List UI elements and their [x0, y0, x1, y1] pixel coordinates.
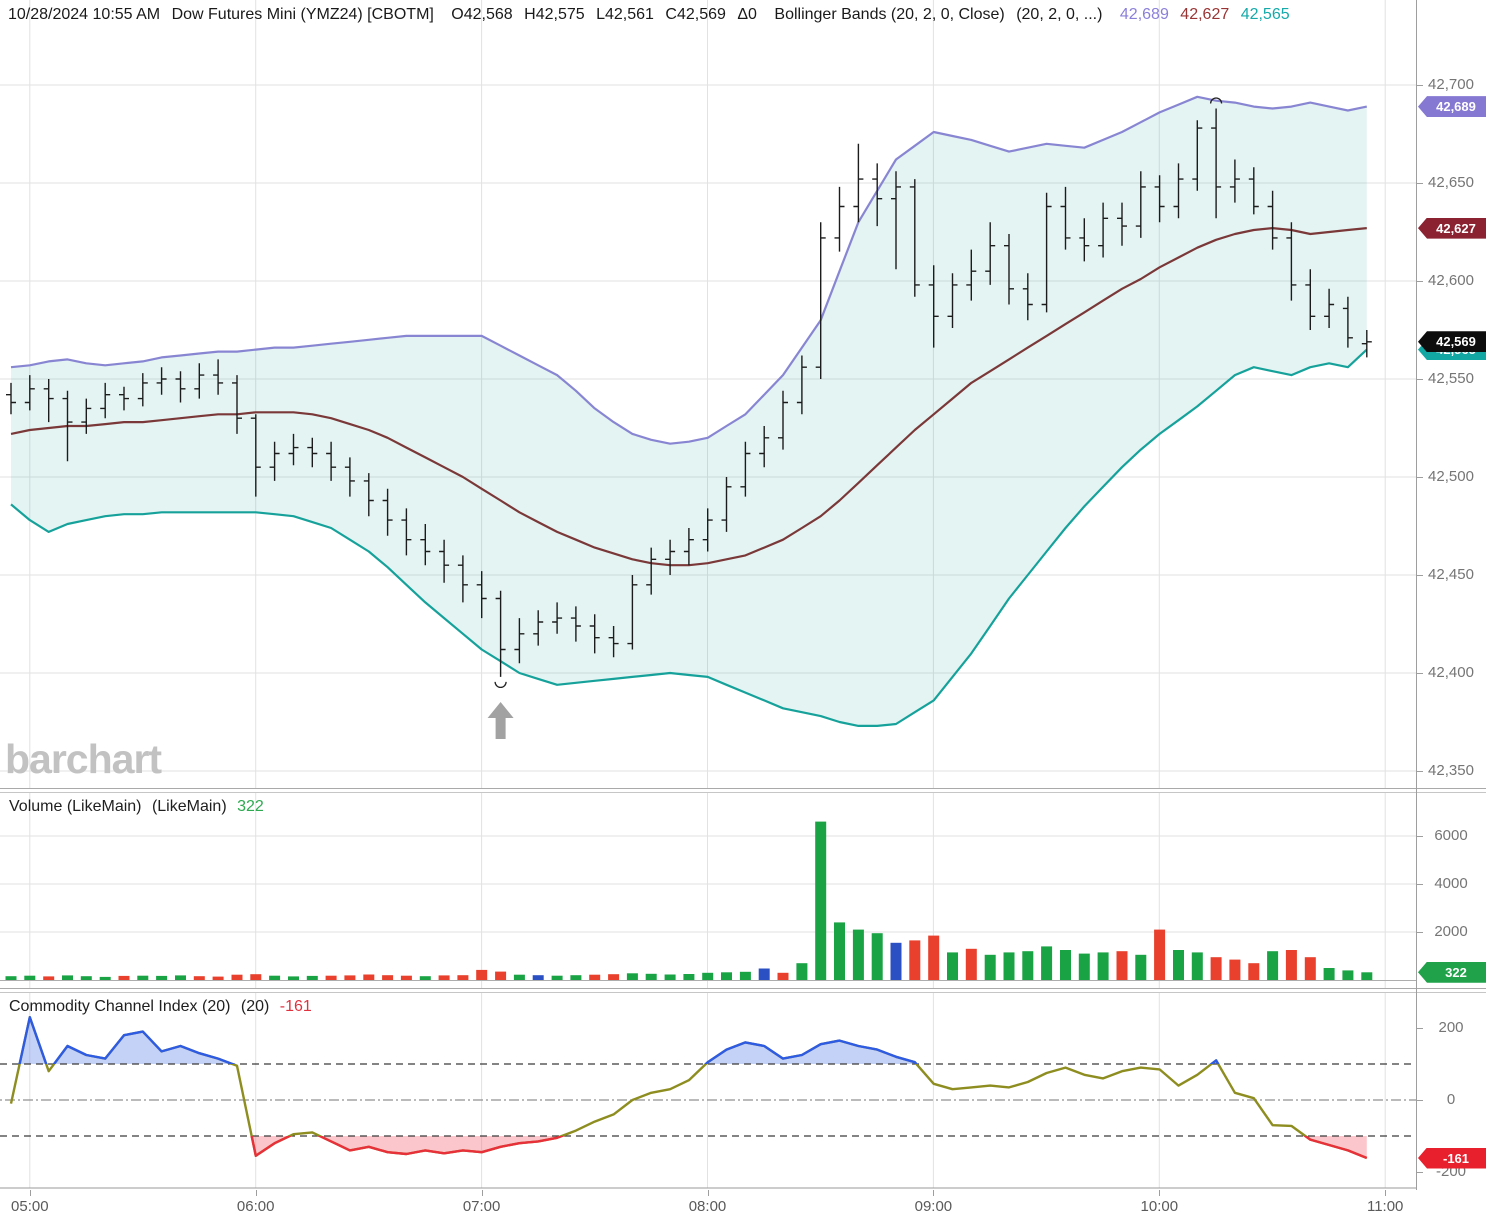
axis-tick: [933, 1190, 935, 1196]
last-price-badge: 42,569: [1418, 331, 1486, 353]
cci-panel-label: Commodity Channel Index (20) (20) -161: [9, 998, 318, 1016]
axis-tick: [1417, 379, 1423, 380]
axis-tick: [1159, 1190, 1161, 1196]
volume-value: 322: [237, 798, 264, 815]
volume-param: (LikeMain): [151, 798, 227, 815]
axis-tick: [707, 1190, 709, 1196]
y-axis-label: 42,450: [1428, 566, 1474, 583]
axis-tick: [1417, 932, 1423, 933]
volume-badge: 322: [1418, 961, 1486, 983]
bb-upper-value: 42,689: [1119, 6, 1169, 23]
axis-tick: [1417, 1100, 1423, 1101]
price-chart[interactable]: [0, 0, 1416, 790]
y-axis-label: 42,500: [1428, 468, 1474, 485]
header-open: O42,568: [451, 6, 513, 23]
header-low: L42,561: [596, 6, 654, 23]
axis-border: [1416, 0, 1417, 1190]
y-axis-label: 42,550: [1428, 370, 1474, 387]
axis-tick: [1417, 1172, 1423, 1173]
x-axis-label: 07:00: [462, 1198, 501, 1215]
y-axis-label: 42,700: [1428, 76, 1474, 93]
header-study: Bollinger Bands (20, 2, 0, Close): [774, 6, 1005, 23]
y-axis-label: 42,350: [1428, 762, 1474, 779]
cci-chart[interactable]: [0, 993, 1416, 1190]
y-axis-label: 2000: [1434, 923, 1468, 940]
axis-tick: [1417, 836, 1423, 837]
volume-chart[interactable]: [0, 793, 1416, 988]
volume-title: Volume (LikeMain): [9, 798, 142, 815]
cci-value: -161: [279, 998, 312, 1015]
volume-panel-label: Volume (LikeMain) (LikeMain) 322: [9, 798, 270, 816]
axis-tick: [1417, 477, 1423, 478]
header-high: H42,575: [524, 6, 585, 23]
panel-separator[interactable]: [0, 788, 1486, 793]
axis-tick: [1417, 884, 1423, 885]
axis-tick: [255, 1190, 257, 1196]
y-axis-label: 42,650: [1428, 174, 1474, 191]
x-axis-label: 11:00: [1366, 1198, 1404, 1215]
cci-param: (20): [240, 998, 270, 1015]
axis-tick: [1385, 1190, 1387, 1196]
axis-tick: [29, 1190, 31, 1196]
y-axis-label: 42,400: [1428, 664, 1474, 681]
x-axis-label: 05:00: [11, 1198, 49, 1215]
y-axis-label: 6000: [1434, 827, 1468, 844]
axis-tick: [1417, 281, 1423, 282]
axis-tick: [481, 1190, 483, 1196]
cci-badge: -161: [1418, 1147, 1486, 1169]
axis-tick: [1417, 183, 1423, 184]
x-axis-label: 06:00: [236, 1198, 275, 1215]
axis-tick: [1417, 575, 1423, 576]
price-axis[interactable]: 42,700 42,650 42,600 42,550 42,500 42,450 42,4…: [1416, 0, 1486, 1226]
axis-tick: [1417, 85, 1423, 86]
axis-tick: [1417, 771, 1423, 772]
cci-title: Commodity Channel Index (20): [9, 998, 231, 1015]
x-axis-label: 10:00: [1140, 1198, 1179, 1215]
bb-upper-badge: 42,689: [1418, 96, 1486, 118]
panel-separator[interactable]: [0, 988, 1486, 993]
axis-tick: [1417, 673, 1423, 674]
y-axis-label: 42,600: [1428, 272, 1474, 289]
y-axis-label: 200: [1438, 1019, 1464, 1036]
bb-middle-value: 42,627: [1180, 6, 1230, 23]
header-datetime: 10/28/2024 10:55 AM: [8, 6, 161, 23]
header-close: C42,569: [665, 6, 726, 23]
header-symbol: Dow Futures Mini (YMZ24) [CBOTM]: [171, 6, 434, 23]
header-change: Δ0: [737, 6, 757, 23]
header-study-params: (20, 2, 0, ...): [1016, 6, 1103, 23]
chart-header: 10/28/2024 10:55 AM Dow Futures Mini (YM…: [8, 6, 1297, 24]
x-axis-label: 08:00: [688, 1198, 727, 1215]
x-axis-label: 09:00: [914, 1198, 953, 1215]
y-axis-label: 4000: [1434, 875, 1468, 892]
barchart-watermark: barchart: [5, 736, 162, 782]
y-axis-label: 0: [1446, 1091, 1456, 1108]
time-axis[interactable]: 05:00 06:00 07:00 08:00 09:00 10:00 11:00: [0, 1190, 1486, 1226]
axis-tick: [1417, 1028, 1423, 1029]
bb-middle-badge: 42,627: [1418, 217, 1486, 239]
bb-lower-value: 42,565: [1240, 6, 1290, 23]
